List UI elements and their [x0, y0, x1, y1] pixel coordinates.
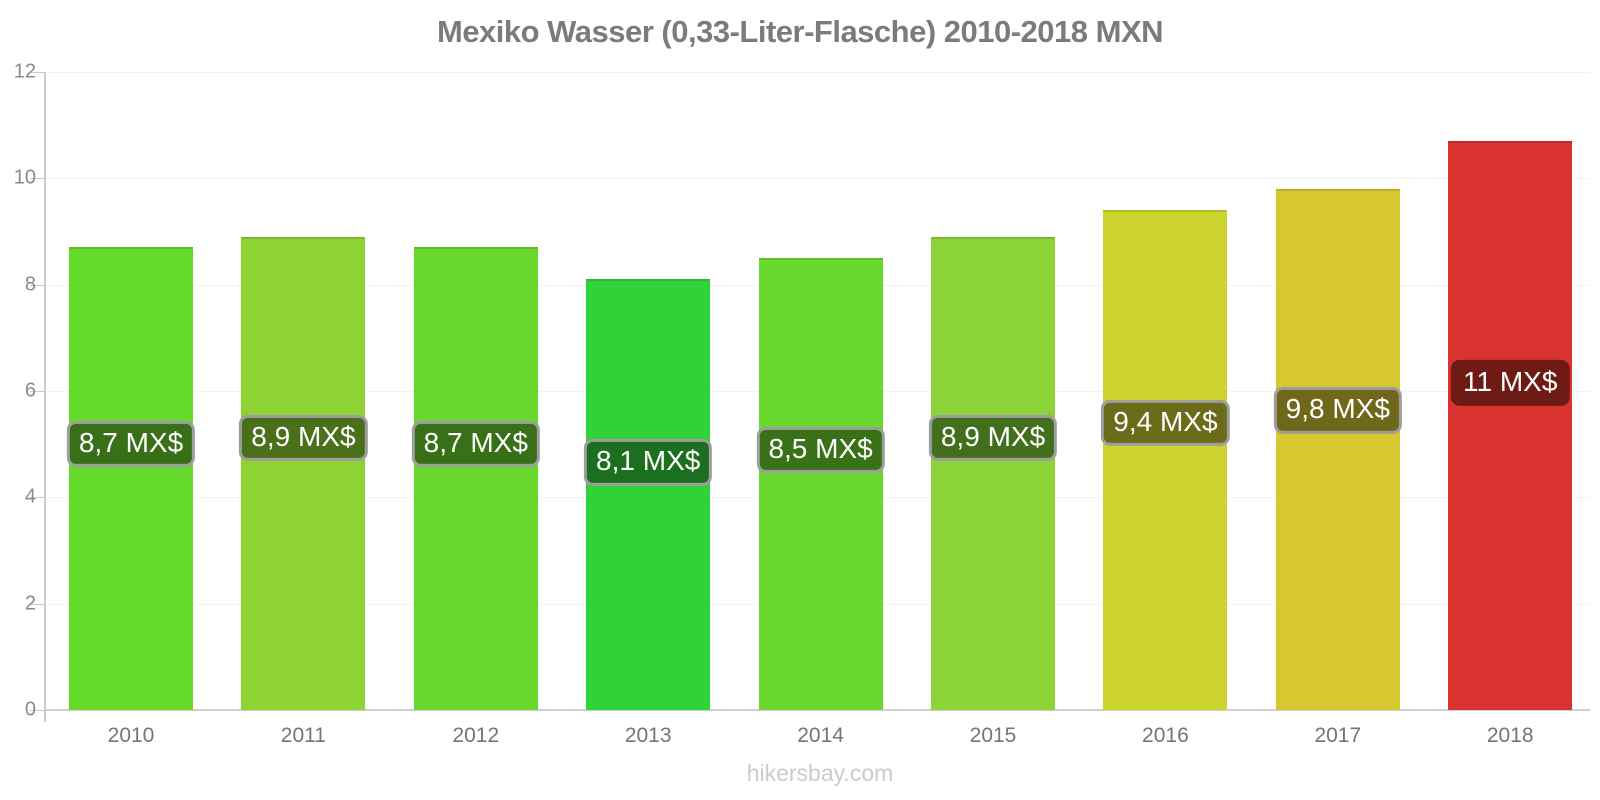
bar-value-label-2013: 8,1 MX$ [584, 439, 713, 486]
bar-value-label-2012: 8,7 MX$ [411, 420, 540, 468]
x-axis-label-2016: 2016 [1142, 724, 1189, 747]
y-tick-mark-4 [30, 497, 44, 499]
x-axis-line [44, 709, 1590, 711]
y-axis-label-4: 4 [24, 485, 36, 508]
x-axis-label-2018: 2018 [1486, 724, 1534, 747]
y-tick-mark-0 [30, 710, 44, 711]
bar-value-label-2017: 9,8 MX$ [1273, 387, 1402, 434]
y-tick-mark-2 [30, 603, 44, 605]
gridline-10 [44, 178, 1590, 180]
bar-2016[interactable] [1103, 210, 1228, 710]
x-axis-label-2014: 2014 [797, 724, 844, 747]
x-axis-label-2015: 2015 [969, 724, 1017, 747]
y-axis-label-10: 10 [13, 166, 36, 189]
bar-value-label-2018: 11 MX$ [1450, 359, 1570, 406]
bar-value-label-2016: 9,4 MX$ [1101, 399, 1230, 446]
y-tick-mark-6 [30, 391, 44, 392]
x-axis-label-2011: 2011 [280, 724, 326, 747]
bar-2017[interactable] [1275, 188, 1400, 710]
footer-link[interactable]: hikersbay.com [746, 760, 894, 786]
bar-value-label-2010: 8,7 MX$ [66, 420, 196, 468]
bar-2012[interactable] [413, 247, 538, 710]
y-axis-label-12: 12 [13, 60, 36, 83]
bar-2013[interactable] [586, 279, 711, 710]
x-axis-label-2012: 2012 [452, 724, 500, 747]
y-tick-mark-8 [30, 284, 44, 286]
bar-2010[interactable] [69, 247, 193, 710]
bar-2015[interactable] [931, 236, 1055, 710]
bar-value-label-2015: 8,9 MX$ [928, 414, 1058, 461]
bar-2014[interactable] [758, 258, 883, 710]
y-axis-line [44, 72, 46, 722]
y-axis-label-2: 2 [24, 592, 36, 615]
y-tick-mark-12 [30, 72, 44, 73]
y-axis-label-6: 6 [24, 379, 36, 402]
bar-value-label-2014: 8,5 MX$ [756, 427, 885, 474]
y-axis-label-8: 8 [24, 273, 36, 296]
y-tick-mark-10 [30, 178, 44, 180]
x-axis-label-2013: 2013 [624, 724, 672, 747]
x-axis-label-2017: 2017 [1314, 724, 1362, 747]
y-axis-label-0: 0 [24, 698, 36, 721]
bar-2018[interactable] [1448, 141, 1573, 710]
gridline-12 [44, 72, 1590, 73]
bar-2011[interactable] [241, 236, 366, 710]
x-axis-label-2010: 2010 [107, 724, 155, 747]
bar-value-label-2011: 8,9 MX$ [239, 414, 368, 461]
chart-title: Mexiko Wasser (0,33-Liter-Flasche) 2010-… [436, 14, 1164, 49]
